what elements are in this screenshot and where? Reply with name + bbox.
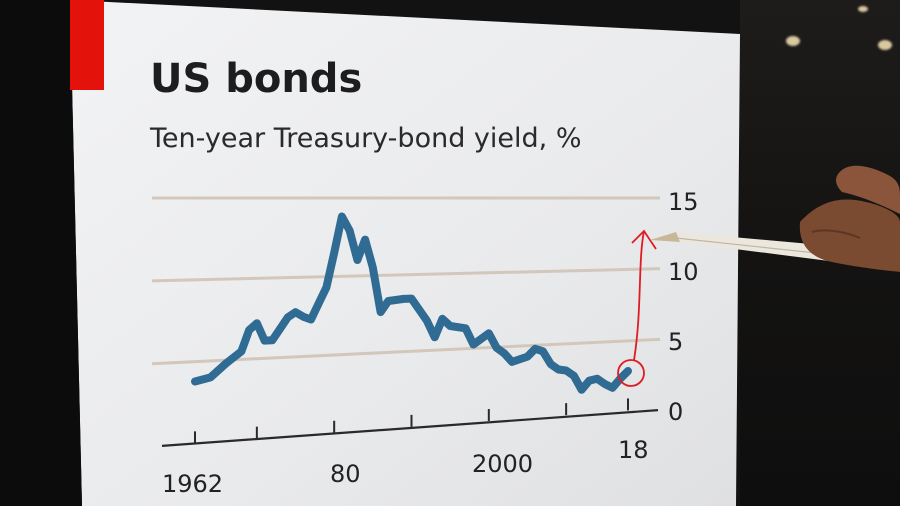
x-tick-label: 18: [618, 436, 649, 464]
brand-red-tag: [70, 0, 104, 90]
series-layer: [191, 212, 632, 394]
chart-title: US bonds: [150, 56, 362, 102]
tick-labels: 15 10 5 0 1962 80 2000 18: [162, 188, 699, 498]
y-tick-label: 5: [668, 328, 683, 356]
screen-bezel: [0, 0, 82, 506]
annotation-circle: [617, 359, 645, 387]
ceiling-light: [878, 40, 892, 50]
annotation-arrowhead: [631, 229, 657, 250]
gridline: [151, 267, 661, 283]
ceiling-light: [858, 6, 868, 12]
x-tick-label: 2000: [472, 450, 533, 478]
hand-annotation: [617, 229, 657, 387]
chart-subtitle: Ten-year Treasury-bond yield, %: [149, 123, 581, 154]
y-tick-label: 0: [668, 398, 683, 426]
series-line: [191, 212, 632, 394]
x-axis: [161, 398, 659, 447]
x-axis-line: [161, 409, 659, 447]
hand: [799, 165, 900, 272]
ceiling-light: [786, 36, 800, 46]
x-tick-label: 80: [330, 460, 361, 488]
x-tick-label: 1962: [162, 470, 223, 498]
annotation-arrow: [633, 230, 645, 361]
y-tick-label: 10: [668, 258, 699, 286]
y-tick-label: 15: [668, 188, 699, 216]
